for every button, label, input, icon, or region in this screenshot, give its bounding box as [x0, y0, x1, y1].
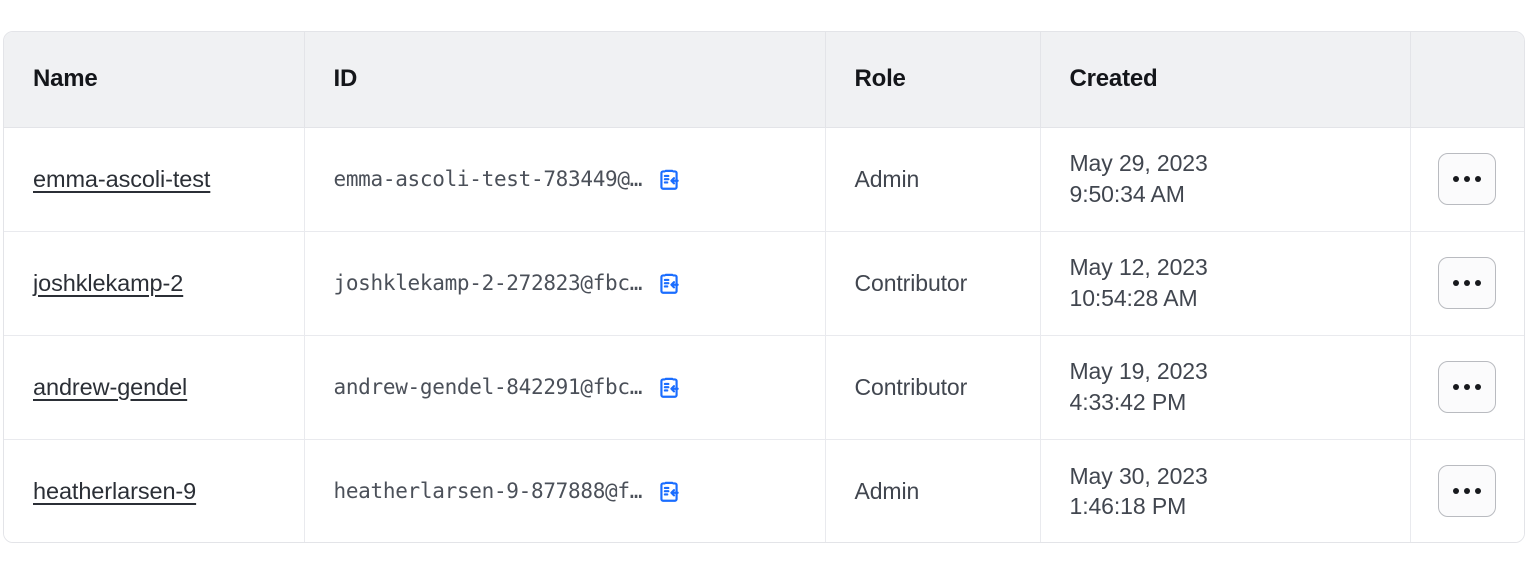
member-name-link[interactable]: andrew-gendel [33, 373, 188, 400]
table-header-row: Name ID Role Created [4, 32, 1524, 128]
cell-name: andrew-gendel [4, 335, 305, 440]
row-actions-button[interactable] [1438, 465, 1497, 518]
member-id-text: joshklekamp-2-272823@fbc… [333, 271, 643, 295]
cell-actions [1410, 335, 1524, 440]
members-table: Name ID Role Created emma-ascoli-test em… [4, 32, 1524, 542]
cell-id: heatherlarsen-9-877888@f… [304, 439, 826, 542]
cell-name: heatherlarsen-9 [4, 439, 305, 542]
created-time: 9:50:34 AM [1069, 181, 1185, 207]
copy-to-clipboard-icon[interactable] [655, 373, 683, 401]
cell-role: Admin [825, 127, 1041, 232]
column-header-role[interactable]: Role [825, 32, 1041, 128]
member-id-text: heatherlarsen-9-877888@f… [333, 479, 643, 504]
cell-actions [1410, 127, 1524, 232]
column-header-actions [1410, 32, 1524, 128]
column-header-name[interactable]: Name [4, 32, 305, 128]
cell-role: Contributor [825, 231, 1041, 336]
cell-id: andrew-gendel-842291@fbc… [304, 335, 826, 440]
created-date: May 29, 2023 [1069, 150, 1208, 177]
member-name-link[interactable]: heatherlarsen-9 [33, 477, 197, 504]
table-row: joshklekamp-2 joshklekamp-2-272823@fbc… [4, 231, 1524, 336]
ellipsis-icon [1464, 488, 1471, 495]
ellipsis-icon [1453, 488, 1460, 495]
copy-to-clipboard-icon[interactable] [655, 165, 683, 193]
ellipsis-icon [1475, 280, 1482, 286]
table-row: heatherlarsen-9 heatherlarsen-9-877888@f… [4, 439, 1524, 542]
cell-role: Admin [825, 439, 1041, 542]
cell-name: emma-ascoli-test [4, 127, 305, 232]
cell-actions [1410, 231, 1524, 336]
cell-created: May 19, 2023 4:33:42 PM [1040, 335, 1411, 440]
member-id-text: andrew-gendel-842291@fbc… [333, 375, 643, 399]
column-header-created[interactable]: Created [1040, 32, 1411, 128]
ellipsis-icon [1453, 384, 1460, 390]
ellipsis-icon [1475, 176, 1482, 182]
ellipsis-icon [1453, 280, 1460, 286]
created-date: May 12, 2023 [1069, 254, 1208, 281]
member-name-link[interactable]: emma-ascoli-test [33, 165, 211, 192]
member-id-text: emma-ascoli-test-783449@… [333, 167, 643, 191]
member-name-link[interactable]: joshklekamp-2 [33, 269, 184, 296]
ellipsis-icon [1464, 384, 1471, 390]
ellipsis-icon [1453, 176, 1460, 182]
created-date: May 30, 2023 [1069, 462, 1208, 489]
cell-id: joshklekamp-2-272823@fbc… [304, 231, 826, 336]
table-row: emma-ascoli-test emma-ascoli-test-783449… [4, 127, 1524, 232]
ellipsis-icon [1475, 384, 1482, 390]
table-header: Name ID Role Created [4, 32, 1524, 128]
cell-created: May 12, 2023 10:54:28 AM [1040, 231, 1411, 336]
cell-actions [1410, 439, 1524, 542]
table-row: andrew-gendel andrew-gendel-842291@fbc… [4, 335, 1524, 440]
created-time: 4:33:42 PM [1069, 389, 1187, 415]
member-role: Contributor [854, 269, 968, 296]
ellipsis-icon [1475, 488, 1482, 495]
table-body: emma-ascoli-test emma-ascoli-test-783449… [4, 127, 1524, 542]
member-role: Admin [854, 477, 920, 504]
member-role: Admin [854, 165, 920, 192]
created-date: May 19, 2023 [1069, 358, 1208, 385]
row-actions-button[interactable] [1438, 361, 1497, 413]
cell-role: Contributor [825, 335, 1041, 440]
ellipsis-icon [1464, 280, 1471, 286]
row-actions-button[interactable] [1438, 257, 1497, 309]
created-time: 1:46:18 PM [1069, 493, 1187, 520]
cell-created: May 29, 2023 9:50:34 AM [1040, 127, 1411, 232]
members-table-container: Name ID Role Created emma-ascoli-test em… [3, 31, 1525, 543]
ellipsis-icon [1464, 176, 1471, 182]
cell-created: May 30, 2023 1:46:18 PM [1040, 439, 1411, 542]
member-role: Contributor [854, 373, 968, 400]
cell-id: emma-ascoli-test-783449@… [304, 127, 826, 232]
row-actions-button[interactable] [1438, 153, 1497, 205]
column-header-id[interactable]: ID [304, 32, 826, 128]
copy-to-clipboard-icon[interactable] [655, 269, 683, 297]
created-time: 10:54:28 AM [1069, 285, 1198, 311]
copy-to-clipboard-icon[interactable] [655, 477, 683, 505]
cell-name: joshklekamp-2 [4, 231, 305, 336]
